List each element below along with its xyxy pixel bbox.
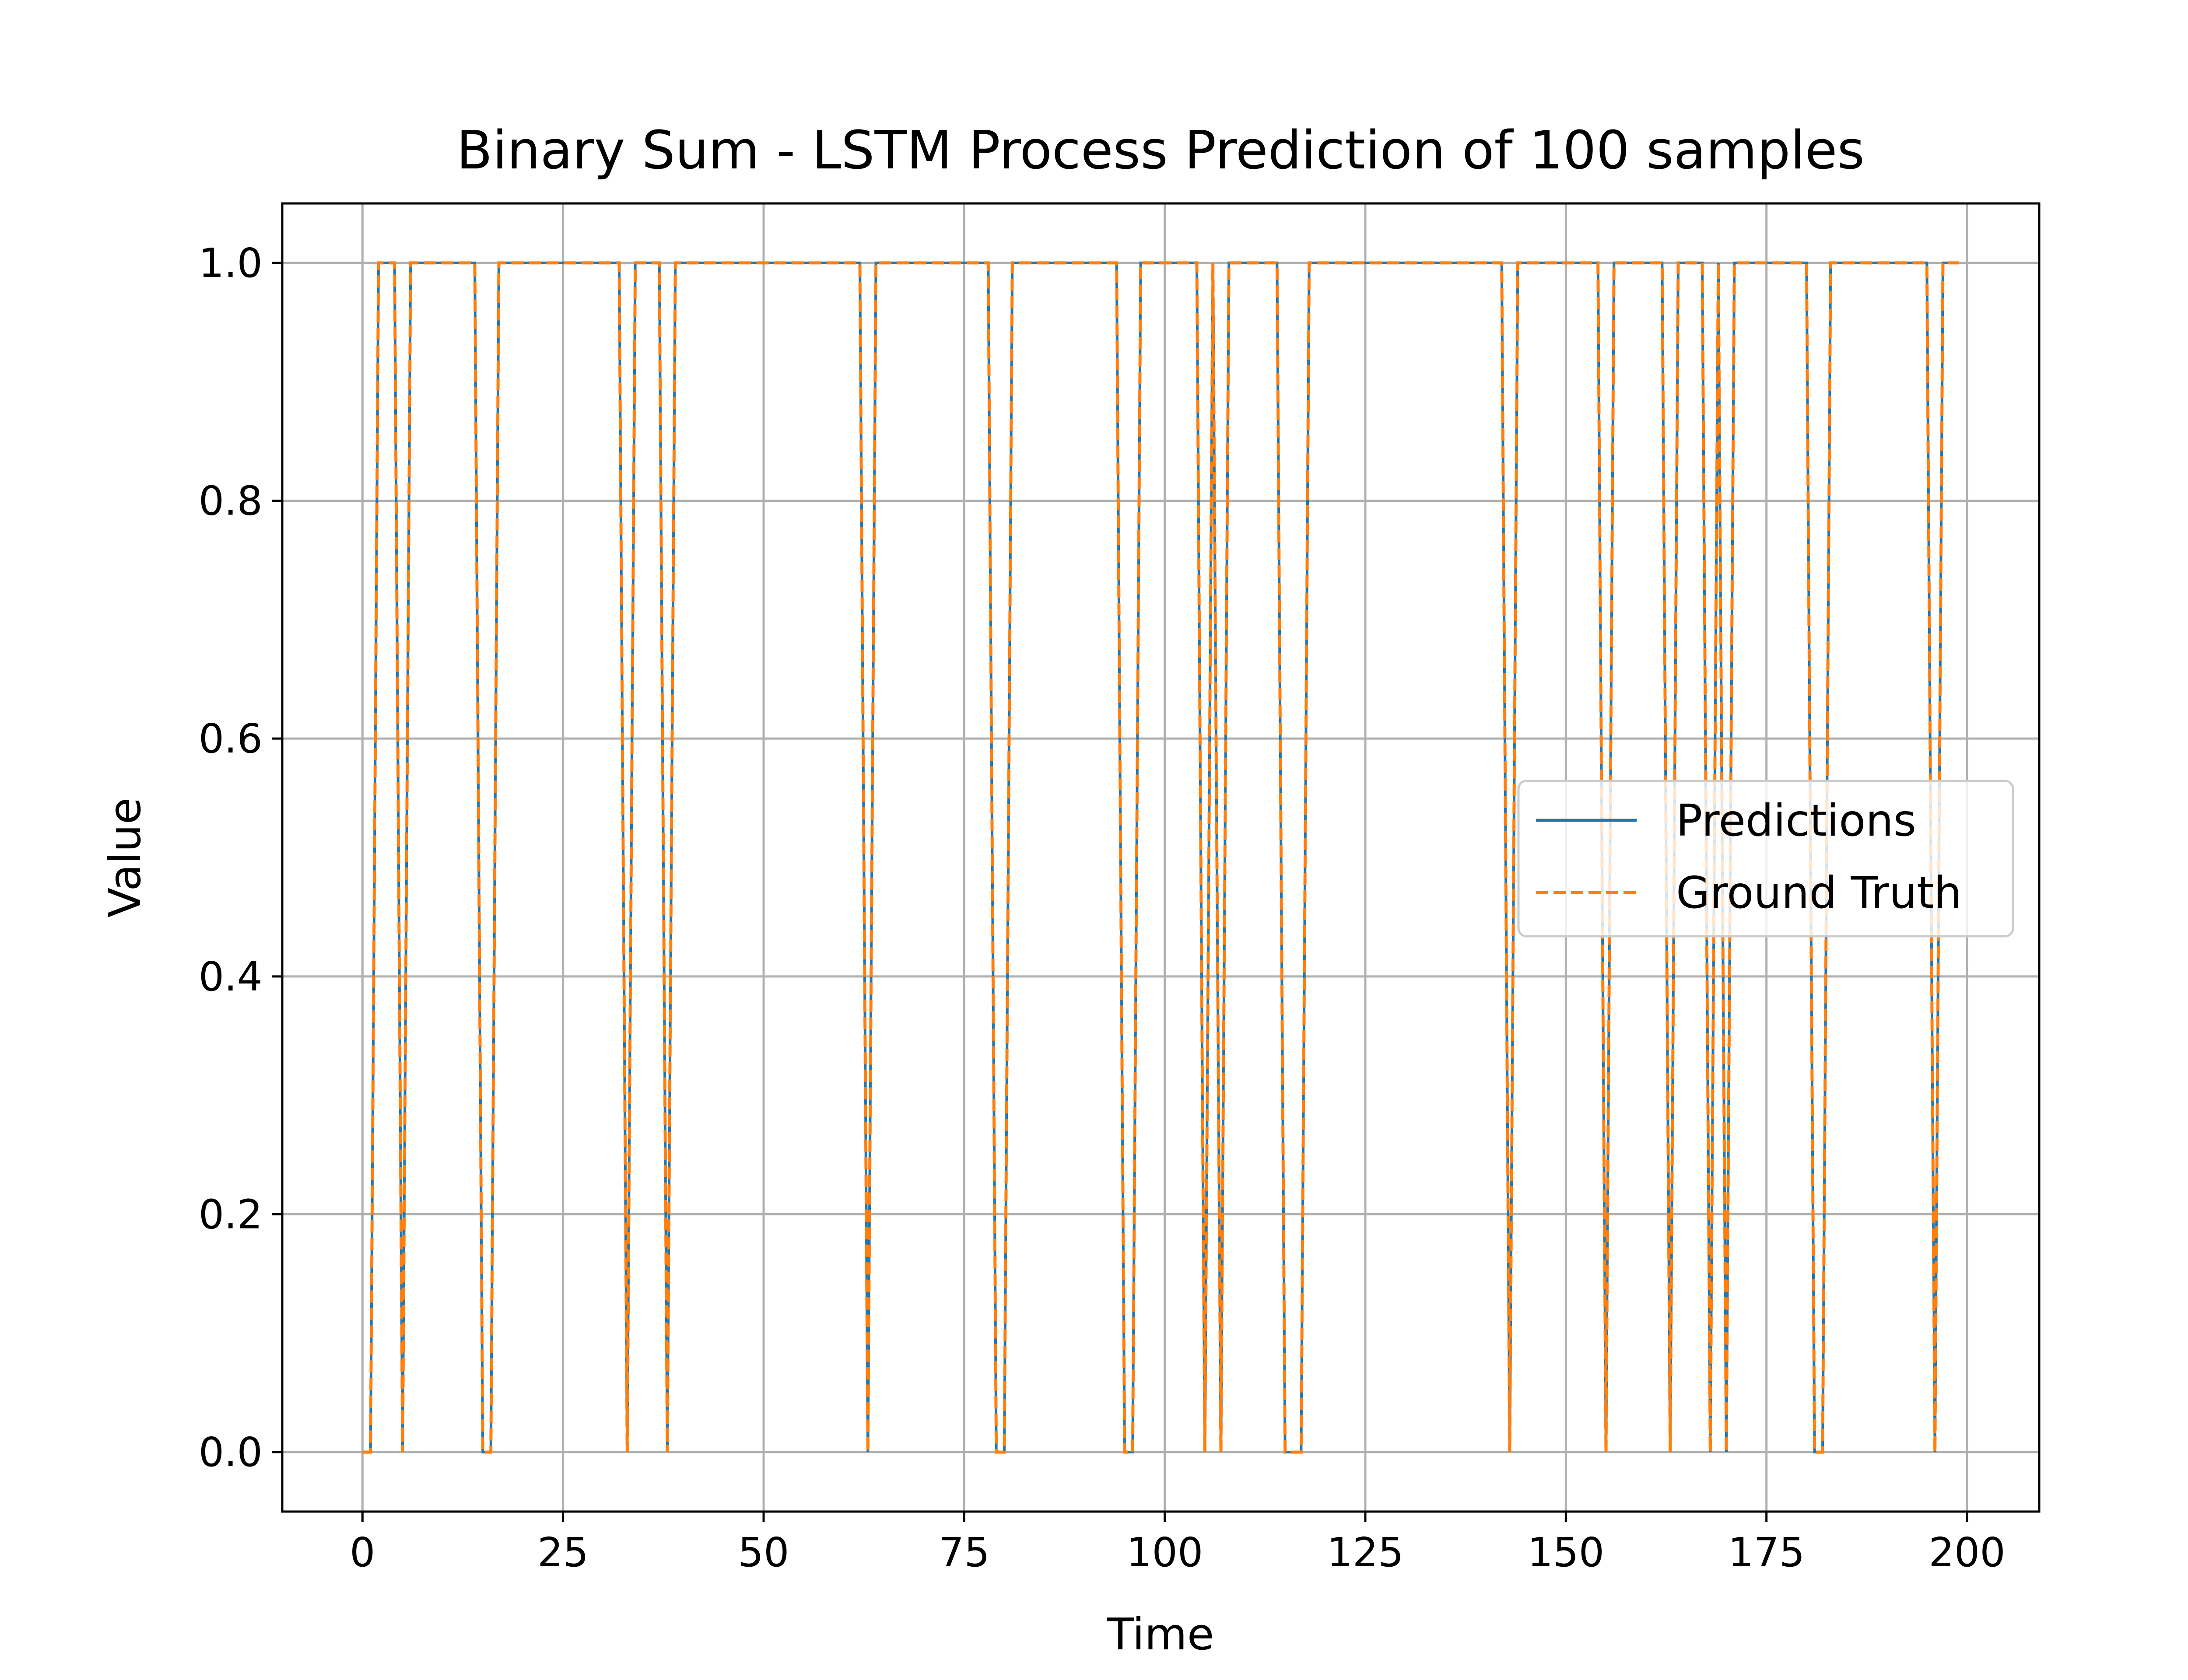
x-tick-label: 50 [738,1529,789,1576]
x-axis-label: Time [1107,1609,1214,1660]
x-tick-label: 175 [1728,1529,1805,1576]
x-tick-label: 0 [350,1529,375,1576]
x-tick-label: 125 [1327,1529,1404,1576]
x-tick-label: 200 [1929,1529,2006,1576]
y-tick-label: 0.6 [199,715,263,762]
legend-label-ground-truth: Ground Truth [1676,867,1962,918]
axis-ticks: 0 25 50 75 100 125 150 175 200 0.0 0.2 0.4 0.6 0.8 1.0 [199,240,2006,1576]
x-tick-label: 25 [537,1529,589,1576]
x-tick-label: 75 [939,1529,990,1576]
y-tick-label: 0.4 [199,953,263,1000]
legend: Predictions Ground Truth [1517,780,2014,938]
series-line-ground-truth [362,261,1959,1454]
series-lines [362,261,1959,1454]
y-tick-label: 1.0 [199,240,263,287]
y-axis-label: Value [99,798,151,918]
legend-box [1517,780,2014,938]
plot-frame [281,202,2041,1513]
x-tick-label: 100 [1126,1529,1203,1576]
y-tick-label: 0.8 [199,478,263,525]
legend-label-predictions: Predictions [1676,795,1916,846]
y-tick-label: 0.2 [199,1191,263,1238]
x-tick-label: 150 [1528,1529,1605,1576]
y-tick-label: 0.0 [199,1429,263,1476]
chart-title: Binary Sum - LSTM Process Prediction of … [456,120,1865,181]
